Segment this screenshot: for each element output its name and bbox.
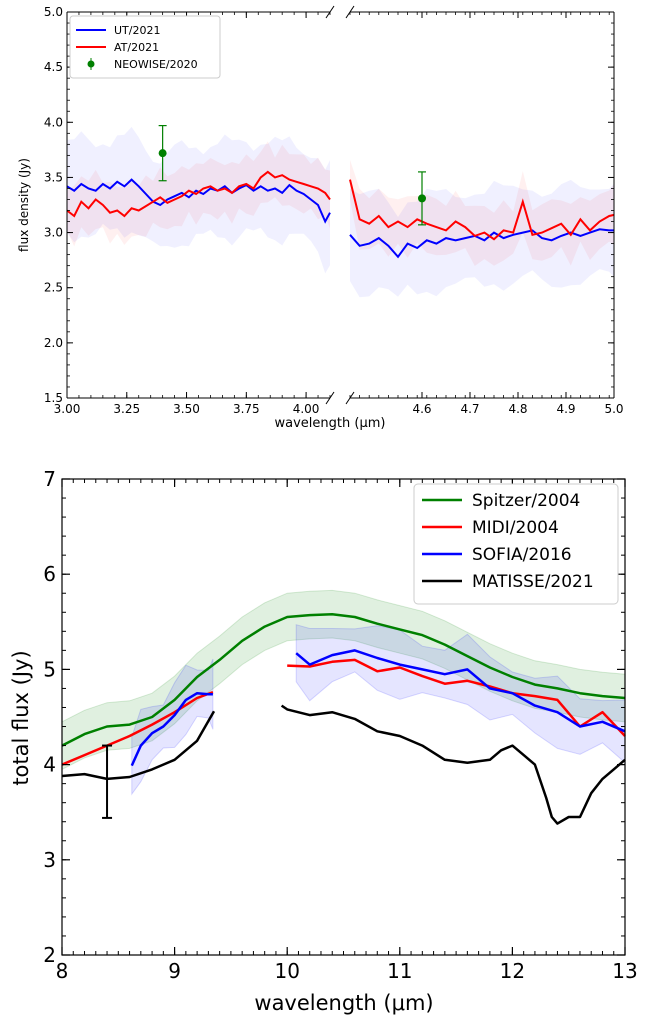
top-ytick-label-5: 4.0 <box>44 115 63 129</box>
bottom-ytick-label-4: 6 <box>43 562 56 586</box>
bottom-line-1-0 <box>61 691 214 766</box>
bottom-xtick-label-0: 8 <box>56 959 69 983</box>
bottom-line-3-0 <box>61 710 216 781</box>
top-xtick-label-0-4: 4.00 <box>293 402 320 416</box>
top-series-lines <box>66 170 615 259</box>
top-xtick-label-0-3: 3.75 <box>233 402 260 416</box>
bottom-legend: Spitzer/2004 MIDI/2004 SOFIA/2016 MATISSE/2… <box>413 483 619 605</box>
neowise-point-0 <box>158 149 167 158</box>
top-panel: 1.5 2.0 2.5 3.0 3.5 4.0 4.5 5.0 3.00 3.25 3.50 3.75… <box>17 5 624 431</box>
bottom-ytick-label-5: 7 <box>43 467 56 491</box>
bottom-ytick-label-3: 5 <box>43 657 56 681</box>
top-ytick-label-2: 2.5 <box>44 281 63 295</box>
bottom-ytick-label-1: 3 <box>43 848 56 872</box>
bottom-matisse-errorbar <box>102 744 113 819</box>
bottom-line-1-1 <box>287 658 626 737</box>
bottom-axes: 2 3 4 5 6 7 8 9 10 11 12 13 <box>43 467 637 983</box>
neowise-point-1 <box>418 194 426 203</box>
top-xtick-label-1-4: 5.0 <box>604 402 623 416</box>
top-ytick-label-6: 4.5 <box>44 60 63 74</box>
top-ytick-label-3: 3.0 <box>44 226 63 240</box>
bottom-series-lines <box>61 612 626 825</box>
top-line-0-1 <box>349 228 614 259</box>
bottom-xtick-label-5: 13 <box>612 959 637 983</box>
top-xtick-label-1-3: 4.9 <box>556 402 575 416</box>
top-legend-marker <box>87 60 95 68</box>
top-band-0-0 <box>67 126 330 274</box>
top-legend-box <box>69 15 221 79</box>
bottom-y-axis-label: total flux (Jy) <box>9 650 33 785</box>
bottom-legend-box <box>413 483 619 605</box>
top-xtick-label-0-1: 3.25 <box>113 402 140 416</box>
top-line-1-1 <box>349 179 615 241</box>
top-axes: 1.5 2.0 2.5 3.0 3.5 4.0 4.5 5.0 3.00 3.25 3.50 3.75… <box>44 5 624 416</box>
top-ytick-label-1: 2.0 <box>44 336 63 350</box>
top-ytick-label-4: 3.5 <box>44 170 63 184</box>
top-legend-label-2: NEOWISE/2020 <box>114 58 198 71</box>
bottom-legend-label-2: SOFIA/2016 <box>472 545 572 565</box>
top-xtick-label-1-1: 4.7 <box>460 402 479 416</box>
top-x-axis-label: wavelength (μm) <box>275 416 386 431</box>
bottom-legend-label-0: Spitzer/2004 <box>472 491 580 511</box>
top-ytick-label-0: 1.5 <box>44 391 63 405</box>
bottom-line-2-0 <box>130 691 213 767</box>
top-band-1-0 <box>67 141 330 247</box>
bottom-ytick-label-2: 4 <box>43 753 56 777</box>
top-xtick-label-1-2: 4.8 <box>508 402 527 416</box>
bottom-ytick-label-0: 2 <box>43 943 56 967</box>
bottom-xtick-label-1: 9 <box>168 959 181 983</box>
sofia-band-0 <box>131 658 214 796</box>
bottom-line-0-0 <box>61 612 626 747</box>
top-legend-label-1: AT/2021 <box>114 41 159 54</box>
bottom-legend-label-1: MIDI/2004 <box>472 518 559 538</box>
bottom-legend-label-3: MATISSE/2021 <box>472 572 594 592</box>
top-xtick-label-0-0: 3.00 <box>54 402 81 416</box>
bottom-xtick-label-4: 12 <box>500 959 525 983</box>
top-line-1-0 <box>66 170 331 218</box>
top-ytick-label-7: 5.0 <box>44 5 63 19</box>
top-xtick-label-1-0: 4.6 <box>412 402 431 416</box>
bottom-xtick-label-3: 11 <box>387 959 412 983</box>
bottom-line-3-1 <box>280 704 626 825</box>
top-legend-label-0: UT/2021 <box>114 24 160 37</box>
top-legend: UT/2021 AT/2021 NEOWISE/2020 <box>69 15 221 79</box>
top-xtick-label-0-2: 3.50 <box>173 402 200 416</box>
bottom-xtick-label-2: 10 <box>274 959 299 983</box>
top-neowise-markers <box>158 124 426 226</box>
bottom-x-axis-label: wavelength (μm) <box>254 991 433 1015</box>
top-y-axis-label: flux density (Jy) <box>17 158 31 252</box>
bottom-panel: 2 3 4 5 6 7 8 9 10 11 12 13 total flux (Jy) wavelen… <box>9 467 638 1015</box>
bottom-line-2-1 <box>295 649 626 733</box>
